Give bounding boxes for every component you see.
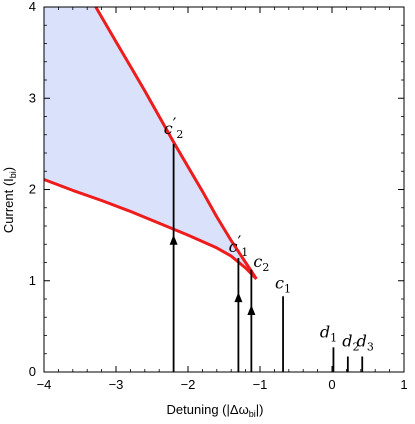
annotation-c2p: c′2 bbox=[164, 114, 184, 141]
annotation-d2: d2 bbox=[342, 331, 359, 353]
upper-curve bbox=[94, 6, 258, 280]
arrow-c2 bbox=[247, 304, 256, 315]
bistable-region bbox=[44, 7, 257, 279]
annotation-d3: d3 bbox=[357, 331, 374, 353]
x-tick-label: −4 bbox=[37, 377, 52, 392]
x-tick-label: −3 bbox=[109, 377, 124, 392]
annotation-d1: d1 bbox=[320, 322, 337, 344]
y-tick-label: 4 bbox=[29, 0, 36, 14]
arrow-c1p bbox=[234, 292, 243, 303]
region-layer bbox=[44, 7, 257, 279]
y-tick-label: 3 bbox=[29, 90, 36, 105]
line-layer bbox=[169, 143, 364, 372]
arrow-c2p bbox=[169, 234, 178, 245]
annotation-c2: c2 bbox=[253, 252, 269, 274]
x-tick-label: −2 bbox=[181, 377, 196, 392]
annotation-c1: c1 bbox=[275, 273, 291, 295]
y-tick-label: 2 bbox=[29, 182, 36, 197]
annotation-c1p: c′1 bbox=[229, 232, 249, 259]
x-tick-label: 1 bbox=[400, 377, 407, 392]
y-axis-label: Current (Ibi) bbox=[1, 167, 18, 233]
x-axis-label: Detuning (|Δωbi|) bbox=[167, 402, 264, 419]
y-tick-label: 1 bbox=[29, 273, 36, 288]
tick-layer: −4 −3 −2 −1 0 1 0 1 2 3 4 bbox=[29, 0, 408, 392]
x-tick-label: 0 bbox=[328, 377, 335, 392]
x-tick-label: −1 bbox=[253, 377, 268, 392]
y-tick-label: 0 bbox=[29, 364, 36, 379]
